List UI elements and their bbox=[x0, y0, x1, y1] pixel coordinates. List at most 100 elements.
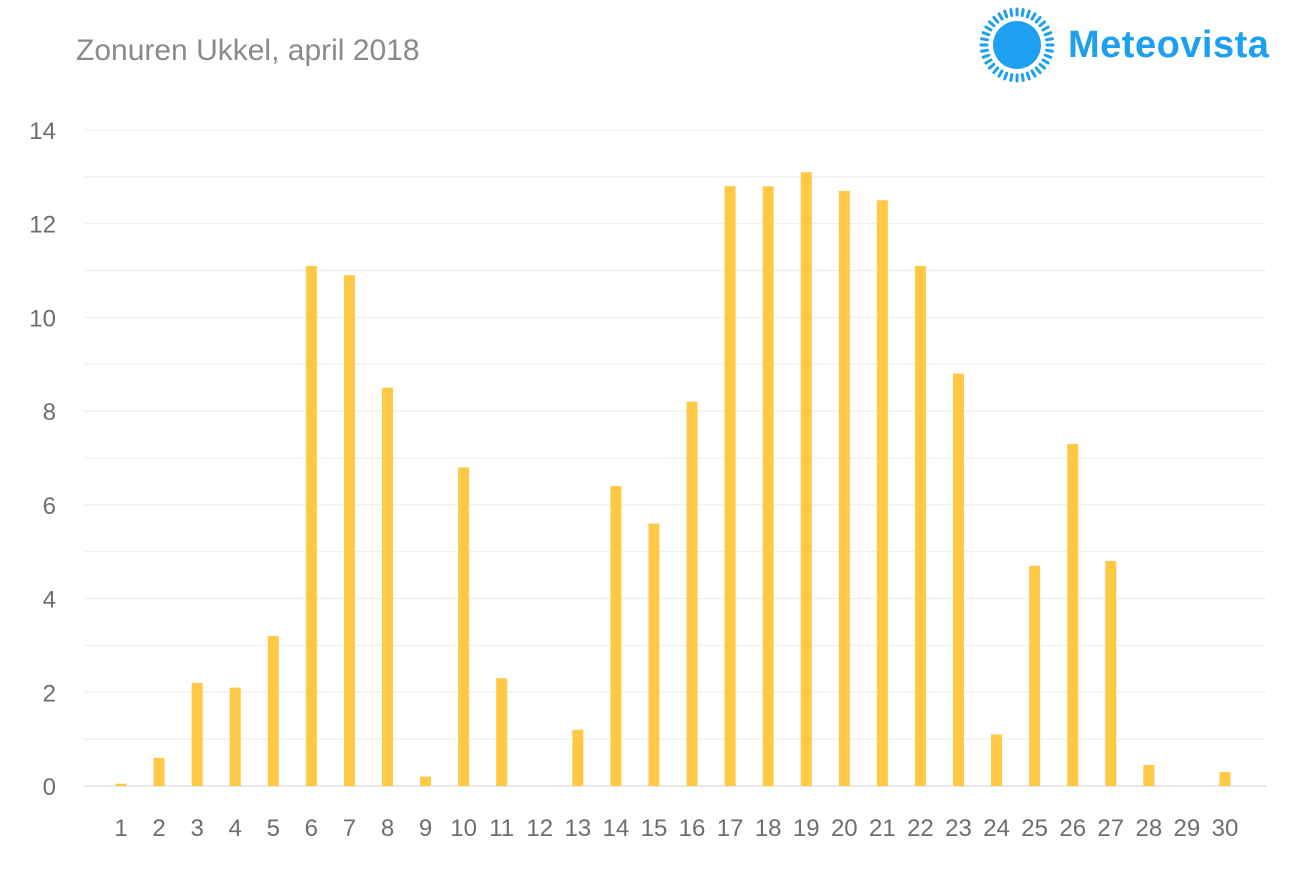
sun-ray bbox=[1025, 9, 1031, 19]
x-tick-label: 8 bbox=[381, 815, 394, 842]
sun-ray bbox=[997, 69, 1004, 78]
sun-ray bbox=[981, 53, 991, 59]
sun-ray bbox=[981, 31, 991, 37]
x-tick-label: 23 bbox=[945, 815, 972, 842]
x-tick-label: 24 bbox=[983, 815, 1010, 842]
sun-ray bbox=[1045, 48, 1054, 53]
sun-ray bbox=[984, 58, 993, 65]
bar-day-28[interactable] bbox=[1143, 764, 1155, 786]
sun-ray bbox=[1009, 8, 1014, 17]
sun-ray bbox=[1003, 9, 1009, 19]
x-tick-label: 21 bbox=[869, 815, 896, 842]
bar-day-11[interactable] bbox=[496, 678, 508, 786]
x-tick-label: 12 bbox=[526, 815, 553, 842]
x-tick-label: 19 bbox=[793, 815, 820, 842]
bar-day-10[interactable] bbox=[458, 467, 470, 786]
bar-day-13[interactable] bbox=[572, 729, 584, 786]
sun-ray bbox=[1043, 31, 1053, 37]
x-tick-label: 2 bbox=[152, 815, 165, 842]
x-tick-label: 18 bbox=[755, 815, 782, 842]
bar-day-5[interactable] bbox=[267, 636, 279, 786]
x-tick-label: 3 bbox=[190, 815, 203, 842]
x-tick-label: 7 bbox=[343, 815, 356, 842]
x-tick-label: 27 bbox=[1097, 815, 1124, 842]
bar-day-19[interactable] bbox=[800, 172, 812, 786]
x-tick-label: 15 bbox=[641, 815, 668, 842]
bar-day-30[interactable] bbox=[1219, 771, 1231, 786]
sun-ray bbox=[997, 12, 1004, 21]
x-tick-label: 16 bbox=[679, 815, 706, 842]
bar-day-2[interactable] bbox=[153, 757, 165, 786]
y-tick-label: 4 bbox=[43, 587, 56, 614]
bar-day-24[interactable] bbox=[991, 734, 1003, 786]
bar-day-21[interactable] bbox=[876, 200, 888, 787]
x-tick-label: 28 bbox=[1135, 815, 1162, 842]
bar-day-27[interactable] bbox=[1105, 561, 1117, 786]
sun-ray bbox=[984, 25, 993, 32]
sun-ray bbox=[1030, 12, 1037, 21]
x-tick-label: 20 bbox=[831, 815, 858, 842]
sun-ray bbox=[1020, 8, 1025, 17]
bar-day-17[interactable] bbox=[724, 186, 736, 786]
x-tick-label: 1 bbox=[114, 815, 127, 842]
x-tick-label: 14 bbox=[603, 815, 630, 842]
x-tick-label: 25 bbox=[1021, 815, 1048, 842]
x-tick-label: 4 bbox=[229, 815, 242, 842]
sun-ray bbox=[980, 48, 989, 53]
sun-ray bbox=[992, 15, 1000, 24]
sun-ray bbox=[987, 62, 996, 70]
y-tick-label: 6 bbox=[43, 493, 56, 520]
y-tick-label: 10 bbox=[29, 305, 56, 332]
bar-day-26[interactable] bbox=[1067, 443, 1079, 786]
bar-day-25[interactable] bbox=[1029, 565, 1041, 786]
bar-day-20[interactable] bbox=[838, 190, 850, 786]
bar-day-8[interactable] bbox=[382, 387, 393, 786]
x-tick-label: 5 bbox=[267, 815, 280, 842]
sun-ray bbox=[1020, 73, 1025, 82]
sun-ray bbox=[1041, 25, 1050, 32]
y-tick-label: 14 bbox=[29, 118, 56, 145]
sun-ray bbox=[1038, 62, 1047, 70]
sun-icon bbox=[979, 7, 1055, 83]
bar-day-4[interactable] bbox=[229, 687, 241, 786]
x-tick-label: 29 bbox=[1174, 815, 1201, 842]
y-tick-label: 8 bbox=[43, 399, 56, 426]
x-tick-label: 9 bbox=[419, 815, 432, 842]
bar-day-1[interactable] bbox=[115, 783, 127, 786]
sun-ray bbox=[987, 20, 996, 28]
bar-day-18[interactable] bbox=[762, 186, 774, 786]
sun-ray bbox=[992, 66, 1000, 75]
sun-ray bbox=[980, 37, 989, 42]
x-tick-label: 10 bbox=[450, 815, 477, 842]
x-tick-label: 13 bbox=[564, 815, 591, 842]
y-tick-label: 12 bbox=[29, 212, 56, 239]
bar-day-15[interactable] bbox=[648, 523, 660, 786]
brand-logo[interactable]: Meteovista bbox=[978, 6, 1269, 84]
bar-day-3[interactable] bbox=[191, 682, 203, 786]
sun-ray bbox=[1034, 15, 1042, 24]
bar-day-23[interactable] bbox=[953, 373, 964, 786]
sun-ray bbox=[1030, 69, 1037, 78]
x-tick-label: 17 bbox=[717, 815, 744, 842]
bar-day-9[interactable] bbox=[420, 776, 432, 786]
sun-ray bbox=[1045, 37, 1054, 42]
sun-ray bbox=[1025, 71, 1031, 81]
x-tick-label: 6 bbox=[305, 815, 318, 842]
bar-day-16[interactable] bbox=[686, 401, 698, 786]
sun-ray bbox=[1003, 71, 1009, 81]
bar-day-6[interactable] bbox=[305, 265, 317, 786]
x-tick-label: 22 bbox=[907, 815, 934, 842]
bar-day-14[interactable] bbox=[610, 486, 622, 786]
sun-ray bbox=[1009, 73, 1014, 82]
sun-ray bbox=[1038, 20, 1047, 28]
sun-ray bbox=[1034, 66, 1042, 75]
brand-name: Meteovista bbox=[1068, 23, 1270, 66]
sun-ray bbox=[1043, 53, 1053, 59]
bar-day-22[interactable] bbox=[914, 265, 926, 786]
x-tick-label: 11 bbox=[489, 815, 514, 842]
x-tick-label: 30 bbox=[1212, 815, 1239, 842]
y-tick-label: 0 bbox=[43, 774, 56, 801]
bar-day-7[interactable] bbox=[343, 275, 355, 786]
sun-ray bbox=[1041, 58, 1050, 65]
